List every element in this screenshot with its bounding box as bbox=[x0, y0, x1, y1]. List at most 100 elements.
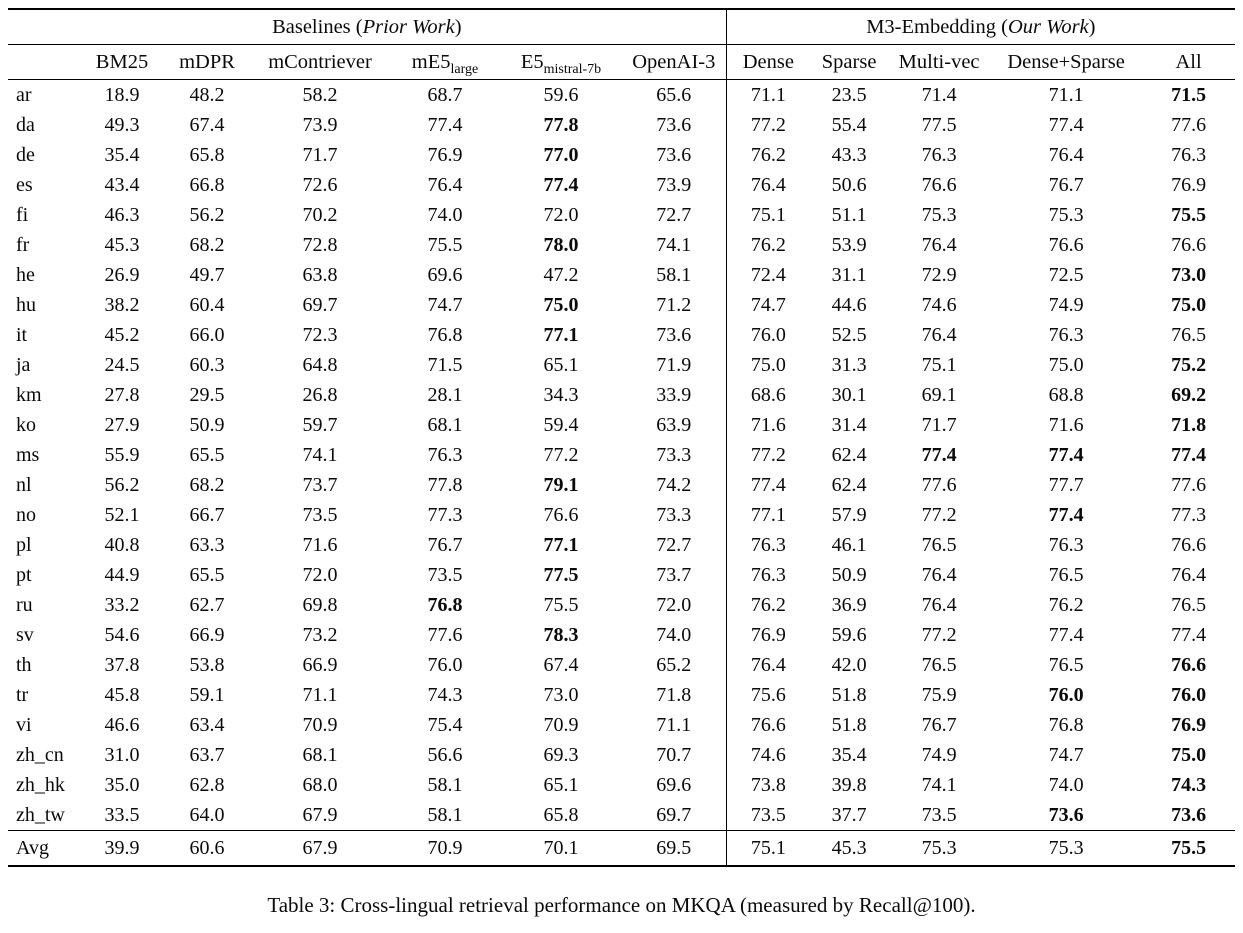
metric-cell: 66.9 bbox=[302, 653, 338, 676]
metric-cell: 65.8 bbox=[189, 143, 225, 166]
table-row: hu 38.2 60.4 69.7 74.7 75.0 71.2 74.7 44.6 74.6 74… bbox=[8, 290, 1235, 320]
metric-cell: 73.6 bbox=[656, 113, 692, 136]
metric-cell: 76.4 bbox=[921, 233, 957, 256]
metric-cell: 58.1 bbox=[656, 263, 692, 286]
metric-cell: 76.9 bbox=[1171, 173, 1207, 196]
table-row: no 52.1 66.7 73.5 77.3 76.6 73.3 77.1 57.9 77.2 77… bbox=[8, 500, 1235, 530]
metric-cell: 67.9 bbox=[250, 830, 390, 866]
metric-cell: 27.8 bbox=[104, 383, 140, 406]
metric-cell: 77.4 bbox=[1171, 443, 1207, 466]
metric-cell: 33.2 bbox=[104, 593, 140, 616]
metric-cell: 73.5 bbox=[302, 503, 338, 526]
metric-cell: 76.4 bbox=[921, 323, 957, 346]
metric-cell: 69.2 bbox=[1171, 383, 1207, 406]
metric-cell: 74.1 bbox=[656, 233, 692, 256]
metric-cell: 76.7 bbox=[427, 533, 463, 556]
metric-cell: 76.8 bbox=[427, 593, 463, 616]
metric-cell: 71.5 bbox=[427, 353, 463, 376]
metric-cell: 49.7 bbox=[189, 263, 225, 286]
metric-cell: 73.0 bbox=[1171, 263, 1207, 286]
metric-cell: 53.8 bbox=[189, 653, 225, 676]
metric-cell: 49.3 bbox=[104, 113, 140, 136]
metric-cell: 77.6 bbox=[1171, 113, 1207, 136]
metric-cell: 62.4 bbox=[831, 473, 867, 496]
metric-cell: 44.9 bbox=[104, 563, 140, 586]
lang-label: ja bbox=[16, 353, 31, 376]
metric-cell: 63.9 bbox=[656, 413, 692, 436]
metric-cell: 76.5 bbox=[1171, 593, 1207, 616]
metric-cell: 73.2 bbox=[302, 623, 338, 646]
metric-cell: 46.3 bbox=[104, 203, 140, 226]
table-row: fr 45.3 68.2 72.8 75.5 78.0 74.1 76.2 53.9 76.4 76… bbox=[8, 230, 1235, 260]
metric-cell: 52.1 bbox=[104, 503, 140, 526]
metric-cell: 74.3 bbox=[427, 683, 463, 706]
metric-cell: 75.5 bbox=[543, 593, 579, 616]
table-row: zh_hk 35.0 62.8 68.0 58.1 65.1 69.6 73.8 39.8 74.… bbox=[8, 770, 1235, 800]
metric-cell: 74.7 bbox=[427, 293, 463, 316]
metric-cell: 71.7 bbox=[921, 413, 957, 436]
results-table: Baselines (Prior Work) M3-Embedding (Our… bbox=[8, 8, 1236, 867]
metric-cell: 79.1 bbox=[543, 473, 579, 496]
lang-label: es bbox=[16, 173, 33, 196]
metric-cell: 76.4 bbox=[725, 170, 811, 200]
metric-cell: 28.1 bbox=[427, 383, 463, 406]
metric-cell: 31.3 bbox=[831, 353, 867, 376]
lang-label: ar bbox=[16, 83, 32, 106]
col-header-multivec: Multi-vec bbox=[888, 44, 991, 80]
metric-cell: 55.9 bbox=[104, 443, 140, 466]
lang-label: zh_cn bbox=[16, 743, 64, 766]
metric-cell: 65.2 bbox=[656, 653, 692, 676]
metric-cell: 37.7 bbox=[831, 803, 867, 826]
metric-cell: 66.0 bbox=[189, 323, 225, 346]
metric-cell: 76.9 bbox=[725, 620, 811, 650]
metric-cell: 76.4 bbox=[921, 593, 957, 616]
metric-cell: 74.7 bbox=[725, 290, 811, 320]
metric-cell: 72.9 bbox=[921, 263, 957, 286]
lang-label: th bbox=[16, 653, 32, 676]
metric-cell: 76.5 bbox=[921, 653, 957, 676]
metric-cell: 45.2 bbox=[104, 323, 140, 346]
metric-cell: 75.5 bbox=[427, 233, 463, 256]
metric-cell: 70.1 bbox=[500, 830, 622, 866]
metric-cell: 76.3 bbox=[725, 530, 811, 560]
metric-cell: 35.0 bbox=[104, 773, 140, 796]
metric-cell: 66.9 bbox=[189, 623, 225, 646]
metric-cell: 73.9 bbox=[656, 173, 692, 196]
metric-cell: 63.7 bbox=[189, 743, 225, 766]
metric-cell: 30.1 bbox=[831, 383, 867, 406]
metric-cell: 77.5 bbox=[543, 563, 579, 586]
metric-cell: 69.7 bbox=[302, 293, 338, 316]
metric-cell: 59.4 bbox=[543, 413, 579, 436]
metric-cell: 76.6 bbox=[1171, 653, 1207, 676]
table-row: sv 54.6 66.9 73.2 77.6 78.3 74.0 76.9 59.6 77.2 77… bbox=[8, 620, 1235, 650]
lang-label: km bbox=[16, 383, 42, 406]
metric-cell: 75.5 bbox=[1142, 830, 1236, 866]
metric-cell: 58.1 bbox=[427, 773, 463, 796]
metric-cell: 34.3 bbox=[543, 383, 579, 406]
metric-cell: 76.2 bbox=[725, 140, 811, 170]
metric-cell: 76.4 bbox=[1171, 563, 1207, 586]
metric-cell: 77.4 bbox=[427, 113, 463, 136]
metric-cell: 56.2 bbox=[104, 473, 140, 496]
metric-cell: 55.4 bbox=[831, 113, 867, 136]
metric-cell: 77.2 bbox=[725, 110, 811, 140]
metric-cell: 77.1 bbox=[725, 500, 811, 530]
metric-cell: 73.6 bbox=[1048, 803, 1084, 826]
metric-cell: 51.8 bbox=[831, 713, 867, 736]
metric-cell: 72.5 bbox=[1048, 263, 1084, 286]
metric-cell: 53.9 bbox=[831, 233, 867, 256]
m3-label-prefix: M3-Embedding ( bbox=[866, 15, 1008, 38]
lang-label: nl bbox=[16, 473, 32, 496]
baselines-label-suffix: ) bbox=[454, 15, 462, 38]
metric-cell: 50.9 bbox=[831, 563, 867, 586]
metric-cell: 37.8 bbox=[104, 653, 140, 676]
metric-cell: 69.8 bbox=[302, 593, 338, 616]
metric-cell: 72.8 bbox=[302, 233, 338, 256]
metric-cell: 77.4 bbox=[1171, 623, 1207, 646]
table-row: fi 46.3 56.2 70.2 74.0 72.0 72.7 75.1 51.1 75.3 75… bbox=[8, 200, 1235, 230]
metric-cell: 69.7 bbox=[656, 803, 692, 826]
metric-cell: 75.1 bbox=[921, 353, 957, 376]
m3-label-italic: Our Work bbox=[1007, 15, 1089, 38]
metric-cell: 70.9 bbox=[302, 713, 338, 736]
metric-cell: 77.5 bbox=[921, 113, 957, 136]
